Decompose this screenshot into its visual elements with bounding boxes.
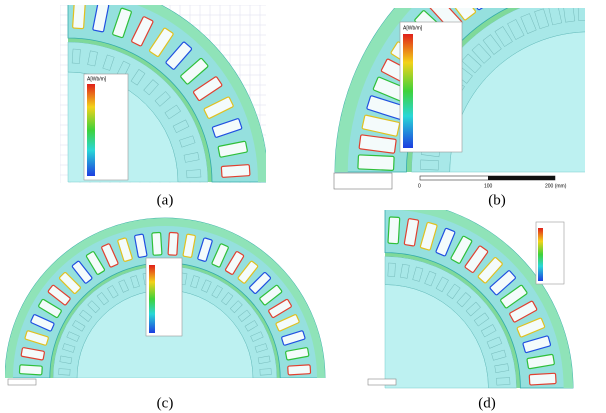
legend — [536, 222, 564, 284]
caption: (d) — [478, 395, 496, 411]
legend — [146, 258, 182, 336]
scale-label: 200 (mm) — [545, 183, 567, 189]
slot — [358, 155, 394, 171]
slot — [477, 0, 506, 1]
scale-label: 100 — [484, 183, 493, 189]
slot — [221, 165, 250, 178]
figure: (a) (b) (c) (d) A[Wb/m] A[Wb/m] 0 100 20… — [0, 0, 606, 413]
slot — [19, 365, 42, 375]
info-box — [368, 379, 396, 385]
caption: (a) — [157, 192, 174, 208]
slot — [529, 373, 556, 385]
legend: A[Wb/m] — [400, 22, 462, 152]
legend-title: A[Wb/m] — [87, 76, 107, 82]
legend: A[Wb/m] — [84, 74, 128, 180]
scale-label: 0 — [418, 183, 421, 189]
scale-bar: 0 100 200 (mm) — [418, 176, 567, 189]
info-box — [8, 379, 36, 385]
slot — [152, 232, 162, 255]
slot — [288, 365, 311, 375]
legend-title: A[Wb/m] — [403, 25, 423, 31]
fem-plot — [335, 0, 590, 172]
info-box — [334, 173, 392, 189]
slot — [168, 232, 178, 255]
slot — [73, 0, 86, 29]
caption: (c) — [157, 395, 174, 411]
caption: (b) — [488, 192, 506, 208]
slot — [388, 217, 400, 244]
